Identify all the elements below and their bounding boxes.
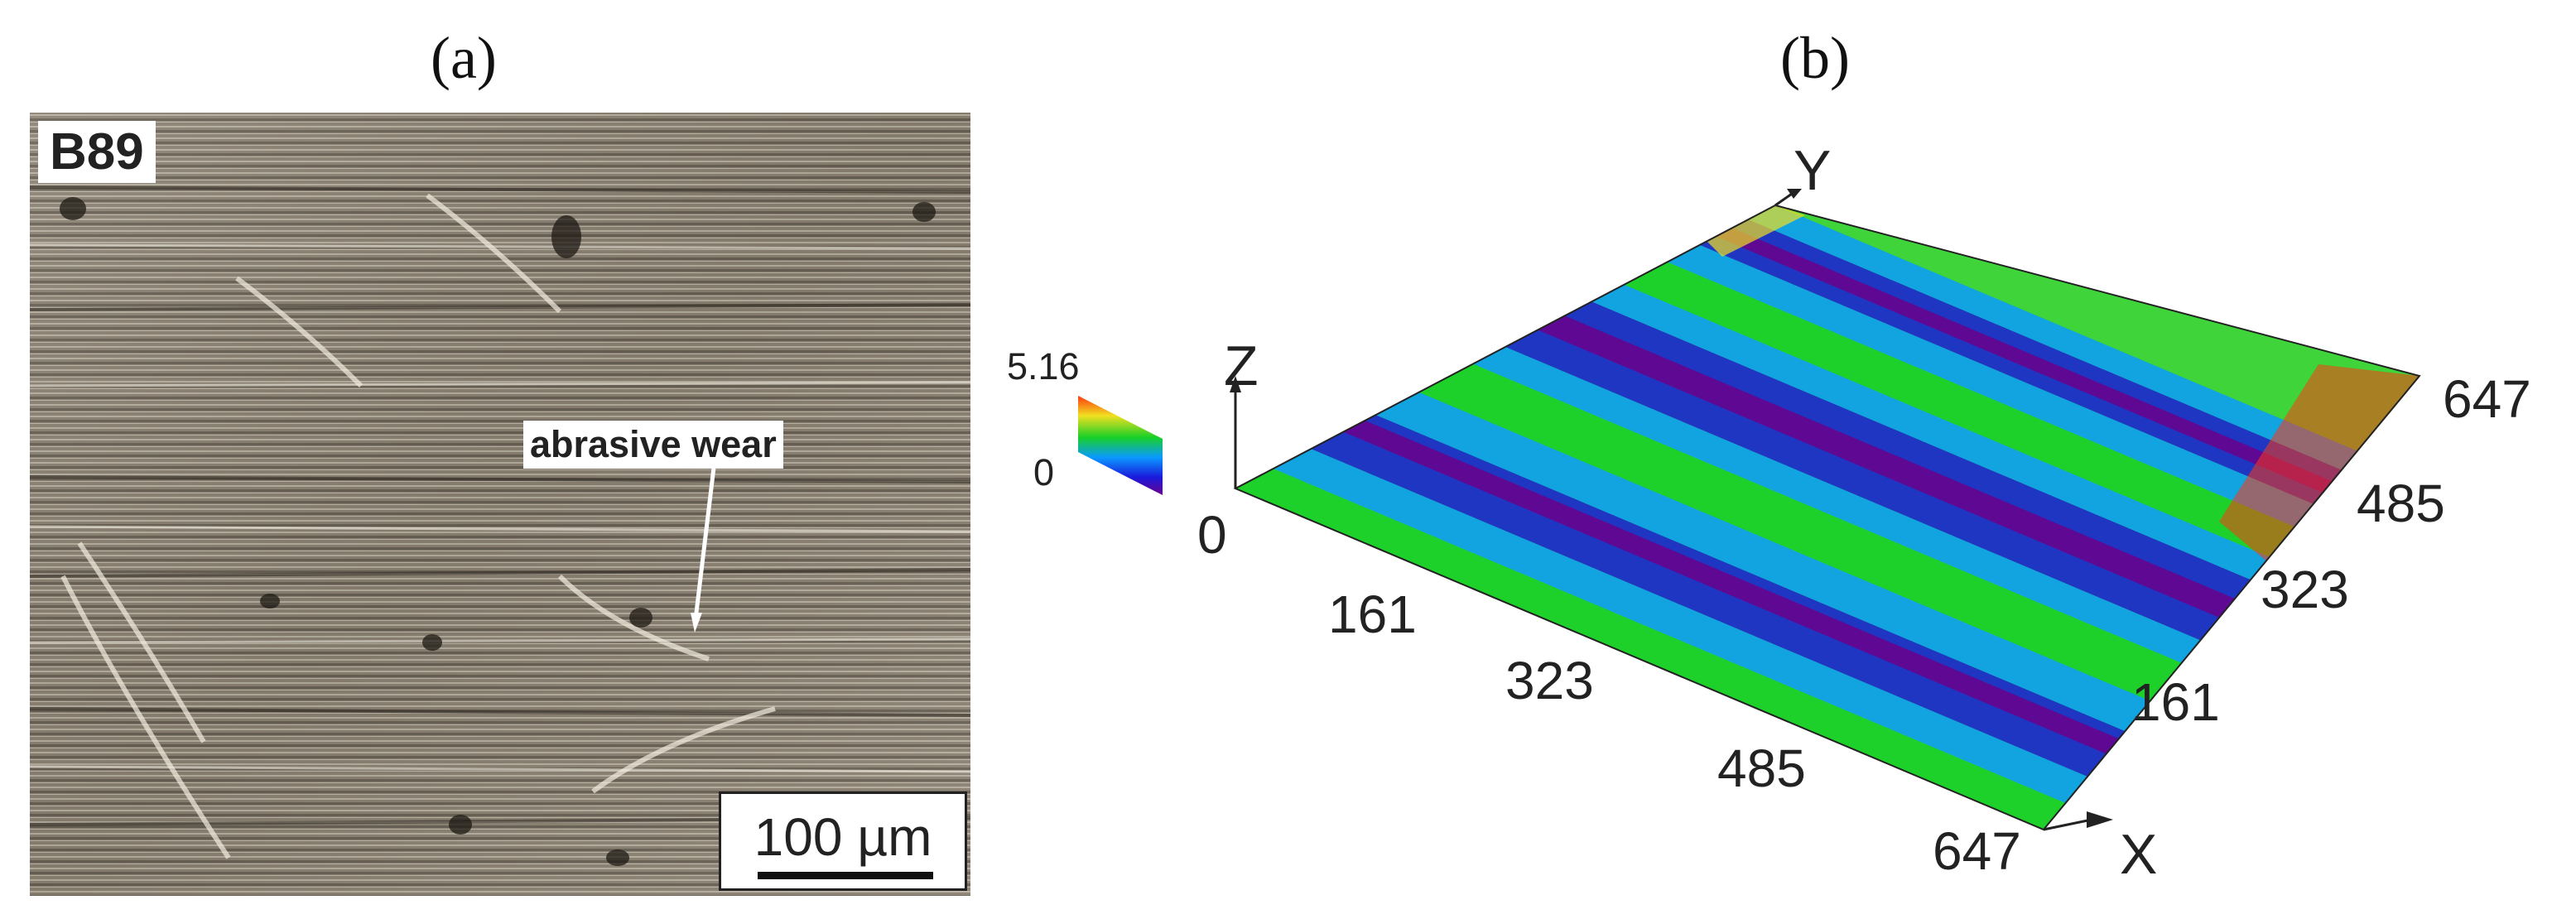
height-band <box>1273 449 2120 811</box>
x-tick-label: 323 <box>1505 651 1594 710</box>
y-tick-label: 161 <box>2131 672 2220 732</box>
abrasive-wear-annotation: abrasive wear <box>523 421 783 469</box>
panel-b-label: (b) <box>1780 25 1850 91</box>
y-tick-label: 647 <box>2443 369 2531 429</box>
y-tick-label: 485 <box>2357 474 2445 533</box>
height-band <box>1418 363 2281 734</box>
panel-a-label: (a) <box>431 25 497 91</box>
y-tick-label: 323 <box>2261 560 2349 619</box>
micrograph-panel: B89 abrasive wear 100 µm <box>30 113 970 896</box>
sample-id-label: B89 <box>38 121 156 184</box>
height-band <box>1538 315 2373 671</box>
origin-label: 0 <box>1197 505 1227 565</box>
legend-max-label: 5.16 <box>1007 345 1080 387</box>
height-band <box>1343 420 2174 773</box>
annotation-arrow <box>693 453 718 620</box>
height-band <box>1706 205 1805 257</box>
scale-bar-label: 100 µm <box>754 807 932 867</box>
z-axis-label: Z <box>1224 334 1259 397</box>
height-band <box>1375 392 2227 757</box>
y-axis-label: Y <box>1794 139 1832 202</box>
x-tick-label: 161 <box>1328 585 1417 644</box>
x-tick-label: 647 <box>1933 821 2021 881</box>
surface-height-map <box>1235 205 2420 830</box>
x-tick-label: 485 <box>1717 739 1806 798</box>
scale-bar: 100 µm <box>719 791 967 891</box>
color-legend <box>1078 396 1163 495</box>
legend-min-label: 0 <box>1033 451 1055 493</box>
y-axis <box>1774 192 1793 207</box>
x-axis <box>2043 818 2092 831</box>
height-band <box>1591 284 2420 643</box>
height-band <box>2219 364 2420 563</box>
height-band <box>1472 347 2314 705</box>
micrograph-image <box>30 113 970 896</box>
height-band <box>1235 469 2082 830</box>
x-axis-label: X <box>2120 823 2158 886</box>
surface-topography-plot <box>1078 189 2421 831</box>
scale-bar-line <box>758 872 933 879</box>
